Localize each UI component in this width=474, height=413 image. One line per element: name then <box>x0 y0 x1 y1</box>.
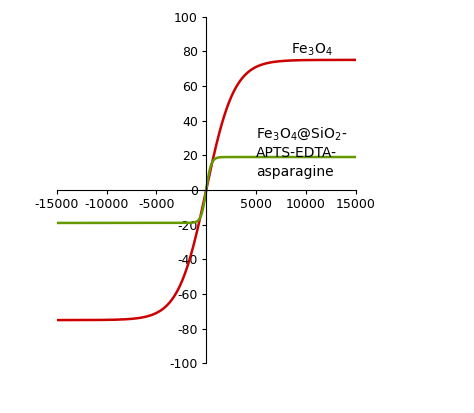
Text: Fe$_3$O$_4$@SiO$_2$-
APTS-EDTA-
asparagine: Fe$_3$O$_4$@SiO$_2$- APTS-EDTA- asparagi… <box>256 125 347 178</box>
Text: Fe$_3$O$_4$: Fe$_3$O$_4$ <box>291 42 333 58</box>
